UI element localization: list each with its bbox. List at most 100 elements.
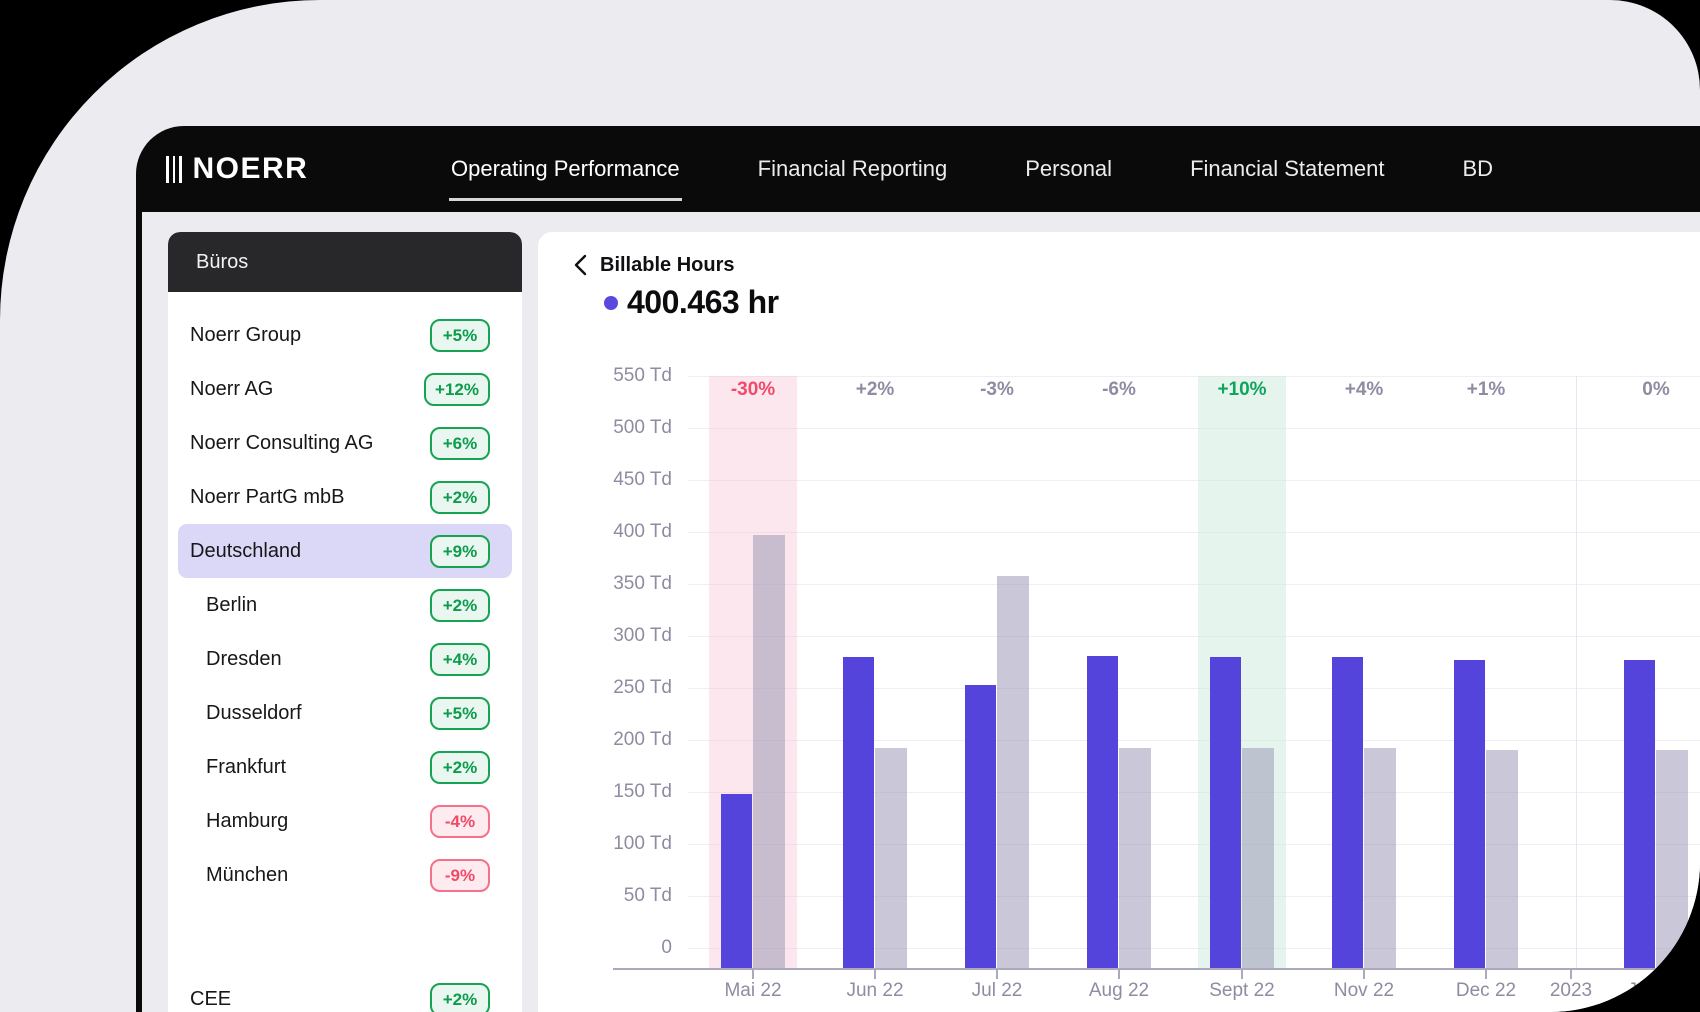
change-label: -6% [1102,379,1136,400]
x-axis-tick [752,970,754,979]
sidebar-item-muenchen[interactable]: München -9% [168,848,522,902]
sidebar-header-label: Büros [196,250,249,273]
y-gridline [688,844,1700,845]
change-label: -3% [980,379,1014,400]
x-axis-tick [874,970,876,979]
x-axis-tick [1485,970,1487,979]
bar-current[interactable] [1332,656,1363,968]
y-axis-label: 150 Td [613,781,672,802]
bar-current[interactable] [965,684,996,968]
sidebar-item-hamburg[interactable]: Hamburg -4% [168,794,522,848]
bar-previous[interactable] [1486,750,1518,968]
billable-hours-card: Billable Hours 400.463 hr 0 50 Td 100 Td 15… [538,232,1700,1012]
y-gridline [688,896,1700,897]
x-axis-tick [1363,970,1365,979]
tab-personal[interactable]: Personal [1025,156,1113,181]
y-gridline [688,532,1700,533]
x-axis-tick [1655,970,1657,979]
tab-bd[interactable]: BD [1462,156,1494,181]
top-nav: NOERR Operating Performance Financial Re… [136,126,1700,212]
tab-financial-reporting[interactable]: Financial Reporting [757,156,948,181]
bar-current[interactable] [1454,659,1485,968]
y-axis-label: 300 Td [613,625,672,646]
y-axis-label: 200 Td [613,729,672,750]
y-axis-label: 50 Td [623,885,672,906]
office-label: Noerr AG [190,377,274,400]
x-axis-tick [996,970,998,979]
x-axis-tick [1241,970,1243,979]
tab-operating-performance[interactable]: Operating Performance [449,126,682,212]
change-label: -30% [730,379,776,400]
bar-previous[interactable] [875,748,907,968]
change-label: +2% [855,379,895,400]
y-gridline [688,792,1700,793]
chart-title: Billable Hours [600,254,735,276]
trend-badge: -9% [430,858,490,892]
bar-previous[interactable] [997,575,1029,968]
sidebar-item-noerr-group[interactable]: Noerr Group +5% [168,308,522,362]
y-axis-label: 100 Td [613,833,672,854]
y-axis-label: 500 Td [613,417,672,438]
trend-badge: +2% [430,480,490,514]
y-gridline [688,636,1700,637]
year-divider-line [1576,376,1577,968]
chart-plot: 0 50 Td 100 Td 150 Td 200 Td 250 Td 300 Td 350 … [538,232,1700,1012]
office-label: Frankfurt [206,755,287,778]
trend-badge: +5% [430,318,490,352]
sidebar: Büros Noerr Group +5% Noerr AG +12% Noer… [168,232,522,1012]
office-label: Hamburg [206,809,289,832]
bar-previous[interactable] [753,535,785,968]
y-axis-label: 0 [661,937,672,958]
sidebar-item-noerr-consulting-ag[interactable]: Noerr Consulting AG +6% [168,416,522,470]
x-axis-tick [1118,970,1120,979]
sidebar-list: Noerr Group +5% Noerr AG +12% Noerr Cons… [168,292,522,1012]
bar-previous[interactable] [1242,748,1274,968]
sidebar-item-dresden[interactable]: Dresden +4% [168,632,522,686]
y-axis-label: 350 Td [613,573,672,594]
trend-badge: +12% [424,372,490,406]
y-axis-label: 400 Td [613,521,672,542]
kpi-row: 400.463 hr [604,284,779,321]
logo-text: NOERR [192,152,309,185]
x-axis-tick [1570,970,1572,979]
bar-current[interactable] [843,656,874,968]
app-window: NOERR Operating Performance Financial Re… [136,126,1700,1012]
y-gridline [688,480,1700,481]
trend-badge: +2% [430,588,490,622]
change-label: +10% [1217,379,1267,400]
trend-badge: +2% [430,750,490,784]
x-axis-label: Nov 22 [1333,980,1395,1001]
bar-current[interactable] [1624,659,1655,968]
sidebar-item-dusseldorf[interactable]: Dusseldorf +5% [168,686,522,740]
trend-badge: +6% [430,426,490,460]
trend-badge: -4% [430,804,490,838]
sidebar-item-berlin[interactable]: Berlin +2% [168,578,522,632]
sidebar-item-cee[interactable]: CEE +2% [168,972,522,1012]
sidebar-item-noerr-ag[interactable]: Noerr AG +12% [168,362,522,416]
y-axis-label: 450 Td [613,469,672,490]
bar-current[interactable] [1210,656,1241,968]
y-gridline [688,688,1700,689]
back-button[interactable] [568,252,594,278]
tab-financial-statement[interactable]: Financial Statement [1190,156,1385,181]
trend-badge: +4% [430,642,490,676]
content-area: Büros Noerr Group +5% Noerr AG +12% Noer… [142,212,1700,1012]
bar-previous[interactable] [1656,750,1688,968]
bar-current[interactable] [721,794,752,968]
bar-previous[interactable] [1364,748,1396,968]
x-axis-label: Jul 22 [971,980,1023,1001]
bar-previous[interactable] [1119,748,1151,968]
trend-badge: +2% [430,982,490,1012]
sidebar-item-frankfurt[interactable]: Frankfurt +2% [168,740,522,794]
y-gridline [688,584,1700,585]
x-axis-label: Jun 22 [846,980,904,1001]
office-label: Dresden [206,647,282,670]
x-axis-label: Sept 22 [1209,980,1275,1001]
logo-bars-icon [166,155,182,183]
sidebar-item-noerr-partg-mbb[interactable]: Noerr PartG mbB +2% [168,470,522,524]
bar-current[interactable] [1087,655,1118,968]
noerr-logo: NOERR [166,126,308,212]
sidebar-item-deutschland[interactable]: Deutschland +9% [178,524,512,578]
sidebar-header: Büros [168,232,522,292]
